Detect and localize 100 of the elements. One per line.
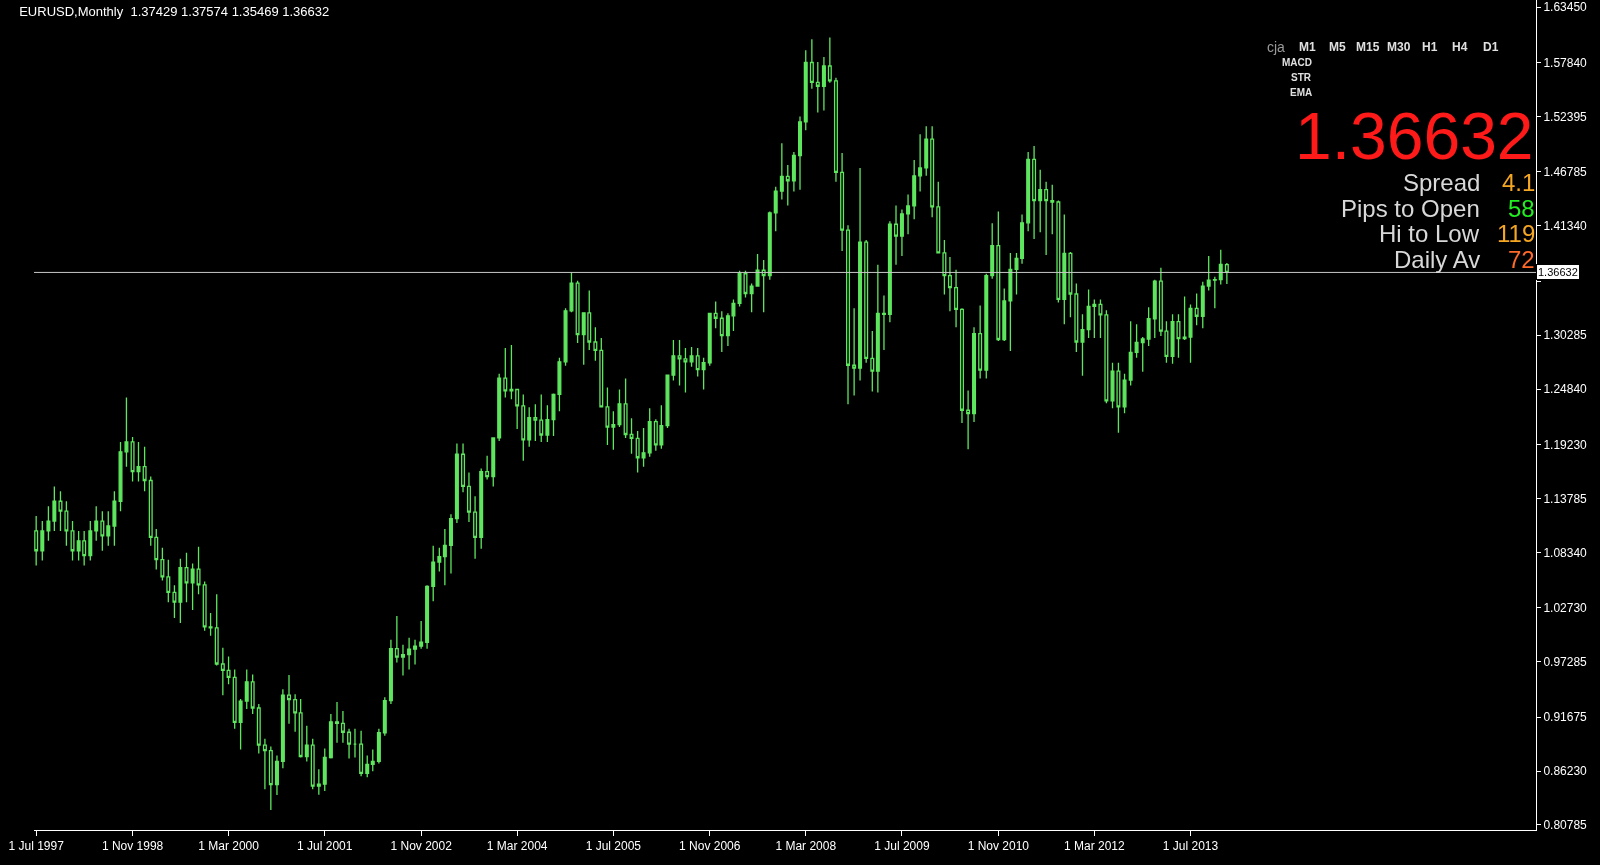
candlestick: [701, 357, 706, 391]
candlestick: [413, 639, 418, 666]
candlestick: [635, 430, 640, 474]
candlestick: [617, 388, 622, 428]
y-tick-label: 1.30285: [1543, 328, 1588, 343]
candlestick: [864, 239, 869, 364]
candlestick: [629, 417, 634, 455]
y-tick-label: 1.63450: [1543, 0, 1588, 15]
candlestick: [575, 280, 580, 344]
candlestick: [959, 307, 964, 424]
candlestick: [912, 159, 917, 220]
candlestick: [310, 738, 315, 790]
candlestick: [100, 510, 105, 552]
candlestick: [256, 703, 261, 755]
candlestick: [190, 562, 195, 611]
candlestick: [1134, 323, 1139, 359]
candlestick: [1206, 255, 1211, 292]
candlestick: [515, 388, 520, 430]
annotation: M5: [1329, 40, 1346, 54]
candlestick: [347, 728, 352, 760]
candlestick: [376, 728, 381, 765]
candlestick: [899, 208, 904, 257]
candlestick: [858, 167, 863, 382]
candlestick: [106, 510, 111, 547]
chart-title: EURUSD,Monthly 1.37429 1.37574 1.35469 1.36632: [19, 4, 330, 20]
candlestick: [340, 710, 345, 744]
candlestick: [268, 745, 273, 811]
candlestick: [503, 347, 508, 399]
y-tick-label: 0.80785: [1543, 818, 1588, 833]
candlestick: [394, 615, 399, 664]
candlestick: [388, 639, 393, 705]
candlestick: [1032, 145, 1037, 240]
candlestick: [803, 49, 808, 131]
candlestick: [749, 282, 754, 313]
candlestick: [1068, 251, 1073, 318]
candlestick: [437, 547, 442, 573]
annotation: 119: [1497, 220, 1536, 247]
candlestick: [539, 393, 544, 443]
candlestick: [220, 647, 225, 696]
y-tick-label: 1.13785: [1543, 491, 1588, 506]
candlestick: [238, 698, 243, 751]
candlestick: [984, 273, 989, 380]
annotation: MACD: [1282, 57, 1312, 68]
candlestick: [821, 56, 826, 112]
candlestick: [400, 644, 405, 677]
candlestick: [1038, 169, 1043, 233]
candlestick: [250, 673, 255, 715]
candlestick: [1188, 303, 1193, 364]
x-tick-label: 1 Nov 2010: [967, 839, 1030, 854]
annotation: STR: [1291, 72, 1312, 83]
annotation: EMA: [1290, 87, 1313, 98]
candlestick: [785, 164, 790, 207]
candlestick: [1044, 181, 1049, 256]
candlestick: [815, 61, 820, 114]
candlestick: [990, 222, 995, 280]
candlestick: [40, 520, 45, 562]
y-tick-label: 1.08340: [1543, 545, 1588, 560]
candlestick: [906, 193, 911, 235]
candlestick: [894, 204, 899, 266]
candlestick: [232, 668, 237, 730]
candlestick: [1080, 313, 1085, 377]
candlestick: [533, 403, 538, 442]
y-tick-label: 1.57840: [1543, 55, 1588, 70]
candlestick: [605, 386, 610, 446]
candlestick: [846, 224, 851, 405]
y-tick-label: 1.19230: [1543, 437, 1588, 452]
candlestick: [274, 754, 279, 796]
candlestick: [833, 77, 838, 183]
candlestick: [936, 181, 941, 254]
candlestick: [287, 674, 292, 725]
candlestick: [827, 36, 832, 84]
candlestick: [1122, 373, 1127, 414]
x-tick-label: 1 Jul 1997: [8, 839, 65, 854]
candlestick: [1152, 279, 1157, 339]
candlestick: [473, 495, 478, 560]
candlestick: [996, 210, 1001, 342]
candlestick: [870, 330, 875, 393]
annotation: H4: [1452, 40, 1468, 54]
y-tick-label: 0.91675: [1543, 710, 1588, 725]
y-tick-label: 1.41340: [1543, 219, 1588, 234]
candlestick: [466, 471, 471, 523]
candlestick: [407, 637, 412, 671]
candlestick: [166, 558, 171, 603]
candlestick: [293, 693, 298, 733]
candlestick: [352, 728, 357, 759]
candlestick: [262, 738, 267, 790]
candlestick: [1146, 306, 1151, 347]
x-tick-label: 1 Mar 2004: [486, 839, 548, 854]
candlestick: [840, 152, 845, 252]
candlestick: [852, 307, 857, 397]
candlestick: [930, 125, 935, 218]
candlestick: [623, 377, 628, 439]
candlestick: [365, 754, 370, 778]
annotation: M15: [1356, 40, 1380, 54]
candlestick: [160, 547, 165, 582]
candlestick: [454, 442, 459, 524]
candlestick: [479, 467, 484, 550]
x-tick-label: 1 Nov 2002: [390, 839, 453, 854]
candlestick: [184, 552, 189, 603]
candlestick: [707, 312, 712, 367]
